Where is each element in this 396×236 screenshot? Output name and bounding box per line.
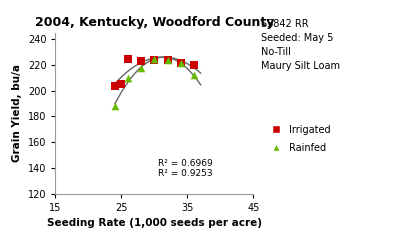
Point [164,58,171,62]
Point [178,61,184,64]
Legend: Irrigated, Rainfed: Irrigated, Rainfed [262,121,334,156]
Text: R² = 0.6969: R² = 0.6969 [158,159,213,168]
Point [125,57,131,61]
Point [118,83,125,86]
Point [178,61,184,64]
Point [151,58,158,62]
Point [125,76,131,80]
Title: 2004, Kentucky, Woodford County: 2004, Kentucky, Woodford County [35,16,274,29]
Point [164,58,171,62]
Point [191,63,197,67]
Point [112,84,118,88]
Text: R² = 0.9253: R² = 0.9253 [158,169,212,178]
Point [138,59,145,63]
Point [191,74,197,77]
Point [151,57,158,61]
Y-axis label: Grain Yield, bu/a: Grain Yield, bu/a [12,64,22,162]
Point [112,104,118,108]
X-axis label: Seeding Rate (1,000 seeds per acre): Seeding Rate (1,000 seeds per acre) [47,218,262,228]
Point [138,66,145,70]
Text: SS842 RR
Seeded: May 5
No-Till
Maury Silt Loam: SS842 RR Seeded: May 5 No-Till Maury Sil… [261,19,340,71]
